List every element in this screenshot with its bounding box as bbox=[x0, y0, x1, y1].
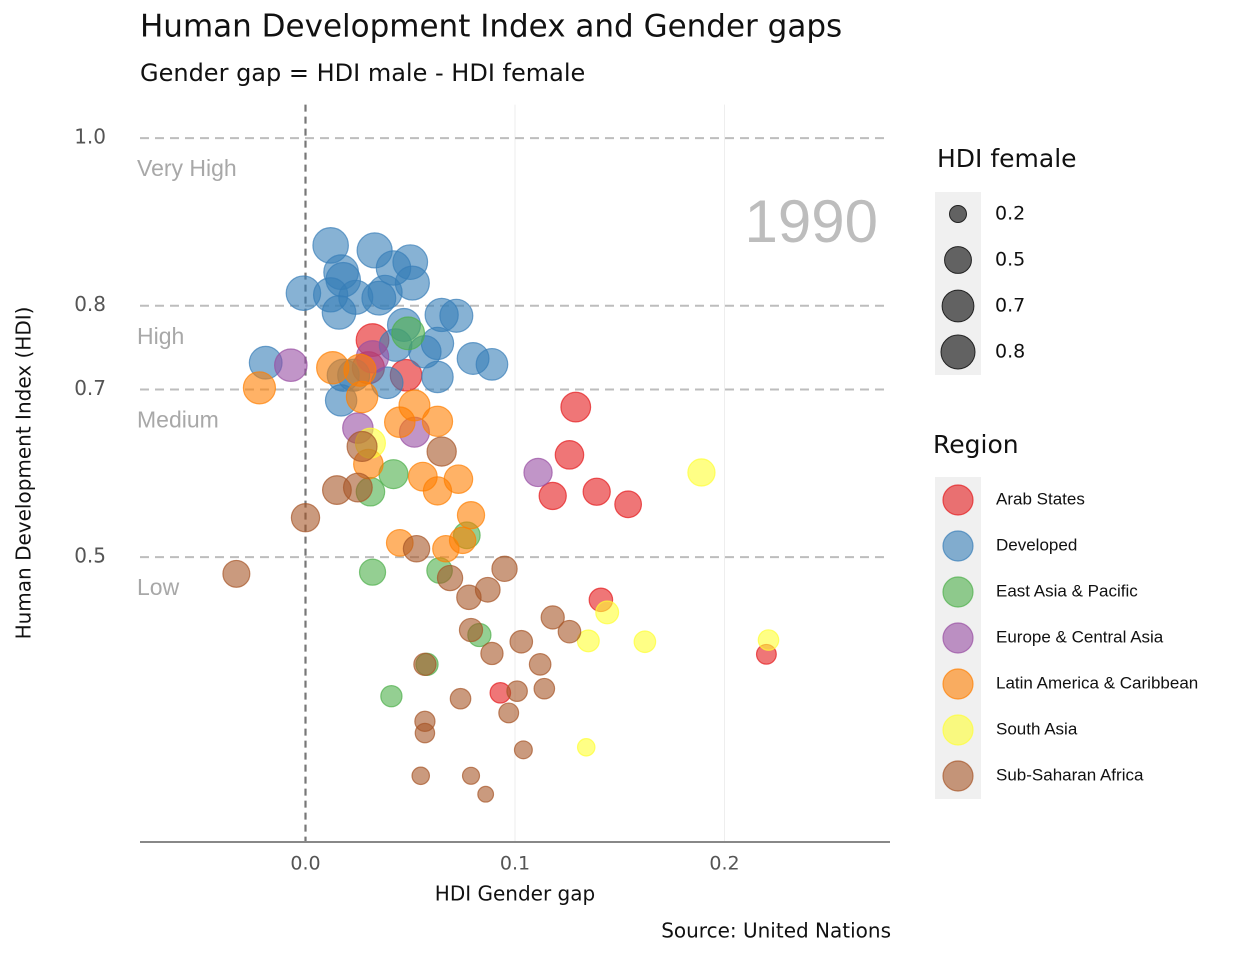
bubble bbox=[474, 576, 501, 603]
band-label: High bbox=[137, 323, 184, 349]
bubble bbox=[523, 457, 553, 488]
bubble bbox=[757, 629, 780, 651]
bubble bbox=[346, 430, 378, 463]
bubble bbox=[421, 360, 454, 394]
bubble bbox=[528, 653, 552, 676]
bubble bbox=[498, 702, 520, 724]
size-legend-label: 0.5 bbox=[995, 249, 1025, 271]
legend-label: East Asia & Pacific bbox=[996, 581, 1138, 600]
y-tick-label: 0.5 bbox=[74, 544, 106, 568]
y-tick-label: 0.7 bbox=[74, 376, 106, 400]
bubble bbox=[491, 555, 518, 583]
bubble bbox=[509, 629, 534, 654]
bubble bbox=[458, 617, 484, 643]
bubble bbox=[576, 629, 600, 653]
x-tick-label: 0.0 bbox=[290, 853, 320, 875]
bubble bbox=[461, 766, 481, 785]
bubble bbox=[475, 347, 509, 381]
bubble bbox=[576, 738, 596, 757]
bubble bbox=[402, 534, 431, 563]
bubble bbox=[633, 630, 657, 654]
size-legend-marker bbox=[944, 246, 972, 274]
bubble bbox=[422, 476, 453, 506]
color-legend-title: Region bbox=[933, 430, 1019, 459]
bubble bbox=[290, 503, 321, 533]
source: Source: United Nations bbox=[661, 919, 891, 943]
legend-label: Latin America & Caribbean bbox=[996, 673, 1198, 692]
legend-label: Sub-Saharan Africa bbox=[996, 765, 1144, 784]
legend-swatch bbox=[942, 668, 974, 700]
bubble bbox=[380, 685, 403, 708]
legend-label: Arab States bbox=[996, 489, 1085, 508]
bubble bbox=[456, 501, 486, 530]
bubble bbox=[582, 477, 611, 506]
bubble bbox=[342, 472, 373, 503]
bubble bbox=[398, 389, 431, 422]
bubble bbox=[439, 298, 474, 333]
bubble bbox=[413, 652, 437, 677]
bubble bbox=[448, 526, 477, 555]
size-legend-marker bbox=[949, 205, 967, 223]
size-legend-marker bbox=[941, 289, 975, 323]
bubble bbox=[480, 641, 504, 666]
band-label: Medium bbox=[137, 407, 219, 433]
size-legend-marker bbox=[940, 334, 976, 370]
bubble bbox=[394, 265, 430, 301]
bubble bbox=[370, 366, 404, 400]
bubble bbox=[540, 605, 565, 630]
legend-swatch bbox=[942, 484, 974, 516]
bubble bbox=[321, 295, 357, 330]
bubble bbox=[391, 316, 426, 351]
bubble bbox=[506, 680, 528, 702]
bubble bbox=[449, 687, 472, 710]
bubble bbox=[411, 766, 431, 786]
bubble bbox=[222, 559, 251, 588]
legend-label: South Asia bbox=[996, 719, 1078, 738]
bubble bbox=[560, 391, 592, 423]
size-legend-label: 0.2 bbox=[995, 203, 1025, 225]
legend-swatch bbox=[942, 530, 974, 562]
year-label: 1990 bbox=[745, 188, 878, 255]
bubble bbox=[554, 440, 585, 470]
band-label: Very High bbox=[137, 155, 237, 181]
legend-swatch bbox=[942, 760, 974, 792]
y-tick-label: 0.8 bbox=[74, 292, 106, 316]
size-legend-label: 0.7 bbox=[995, 295, 1025, 317]
y-axis-label: Human Development Index (HDI) bbox=[12, 307, 36, 640]
band-label: Low bbox=[137, 574, 180, 600]
bubble bbox=[477, 785, 495, 803]
chart-subtitle: Gender gap = HDI male - HDI female bbox=[140, 59, 585, 87]
bubble bbox=[687, 458, 716, 487]
bubble bbox=[421, 405, 454, 438]
bubble bbox=[513, 740, 533, 760]
legend-label: Developed bbox=[996, 535, 1077, 554]
bubble bbox=[557, 619, 582, 644]
x-tick-label: 0.1 bbox=[500, 853, 530, 875]
bubble bbox=[595, 600, 620, 625]
y-tick-label: 1.0 bbox=[74, 125, 106, 149]
bubble bbox=[358, 558, 387, 586]
legend-swatch bbox=[942, 576, 974, 608]
chart-title: Human Development Index and Gender gaps bbox=[140, 9, 842, 45]
bubble bbox=[538, 481, 567, 511]
legend-swatch bbox=[942, 714, 974, 746]
legend-swatch bbox=[942, 622, 974, 654]
size-legend-title: HDI female bbox=[937, 144, 1077, 173]
x-tick-label: 0.2 bbox=[709, 853, 739, 875]
bubble bbox=[414, 722, 436, 744]
bubble bbox=[533, 677, 556, 700]
x-axis-label: HDI Gender gap bbox=[435, 882, 595, 906]
bubble bbox=[361, 280, 397, 316]
bubble bbox=[436, 564, 464, 592]
bubble bbox=[426, 436, 457, 467]
legend-label: Europe & Central Asia bbox=[996, 627, 1164, 646]
bubble bbox=[614, 490, 643, 519]
bubble bbox=[274, 348, 308, 383]
size-legend-label: 0.8 bbox=[995, 341, 1025, 363]
bubble bbox=[242, 371, 277, 405]
bubble bbox=[343, 353, 377, 387]
